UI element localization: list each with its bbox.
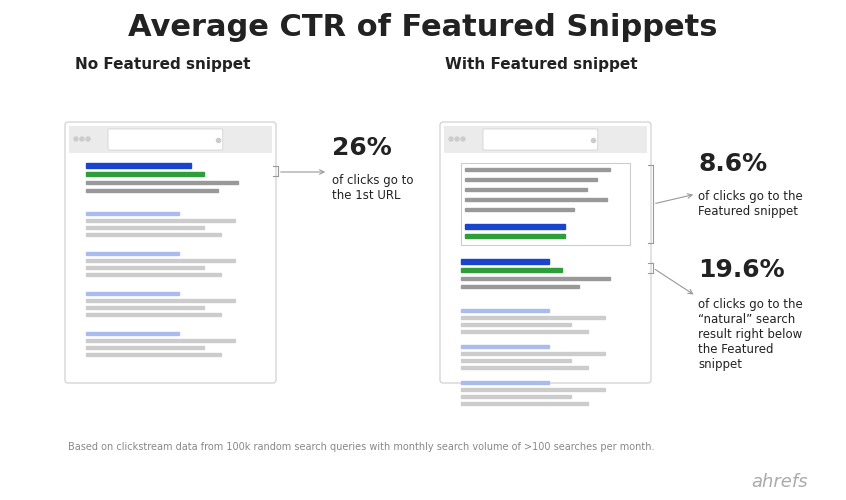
Bar (86, 259, 234, 262)
Text: With Featured snippet: With Featured snippet (445, 58, 638, 72)
Bar (465, 188, 587, 191)
Bar (86, 212, 179, 215)
Bar (86, 306, 204, 309)
Bar (465, 168, 610, 171)
Text: of clicks go to the
“natural” search
result right below
the Featured
snippet: of clicks go to the “natural” search res… (698, 298, 803, 371)
Circle shape (461, 137, 465, 141)
Bar (461, 352, 605, 355)
Text: Based on clickstream data from 100k random search queries with monthly search vo: Based on clickstream data from 100k rand… (68, 442, 655, 452)
Bar (86, 163, 191, 168)
Bar (86, 252, 179, 255)
Bar (461, 323, 571, 326)
Bar (461, 381, 549, 384)
Bar (461, 330, 588, 333)
Text: Average CTR of Featured Snippets: Average CTR of Featured Snippets (129, 14, 717, 42)
Bar (86, 172, 204, 176)
Circle shape (86, 137, 90, 141)
Bar (465, 234, 565, 238)
Bar (461, 345, 549, 348)
Bar (86, 233, 221, 236)
Bar (86, 181, 238, 184)
Bar (86, 189, 217, 192)
Bar (86, 292, 179, 295)
Bar (465, 208, 574, 211)
FancyBboxPatch shape (440, 122, 651, 383)
Circle shape (74, 137, 78, 141)
Bar (461, 366, 588, 369)
Bar (461, 395, 571, 398)
Bar (461, 163, 630, 245)
Bar (86, 266, 204, 269)
Bar (465, 224, 565, 229)
Bar (465, 178, 597, 181)
Text: No Featured snippet: No Featured snippet (75, 58, 250, 72)
Text: of clicks go to
the 1st URL: of clicks go to the 1st URL (332, 174, 414, 202)
Bar (86, 219, 234, 222)
Bar (86, 339, 234, 342)
Circle shape (455, 137, 459, 141)
Circle shape (80, 137, 84, 141)
Bar (86, 273, 221, 276)
FancyBboxPatch shape (483, 129, 598, 150)
Bar (461, 309, 549, 312)
Bar (86, 353, 221, 356)
Text: 19.6%: 19.6% (698, 258, 784, 282)
Text: ahrefs: ahrefs (751, 473, 808, 491)
Bar (86, 332, 179, 335)
Bar (461, 285, 580, 288)
Bar (461, 316, 605, 319)
Bar (86, 226, 204, 229)
Bar (461, 388, 605, 391)
Bar (465, 198, 607, 201)
Bar (69, 126, 272, 153)
Text: of clicks go to the
Featured snippet: of clicks go to the Featured snippet (698, 190, 803, 218)
Bar (86, 313, 221, 316)
FancyBboxPatch shape (65, 122, 276, 383)
Bar (461, 259, 549, 264)
Text: 26%: 26% (332, 136, 392, 160)
Bar (461, 277, 610, 280)
Bar (461, 402, 588, 405)
Circle shape (449, 137, 453, 141)
Text: 8.6%: 8.6% (698, 152, 767, 176)
Bar (86, 346, 204, 349)
FancyBboxPatch shape (108, 129, 222, 150)
Bar (444, 126, 647, 153)
Bar (86, 299, 234, 302)
Bar (461, 359, 571, 362)
Bar (461, 268, 563, 272)
